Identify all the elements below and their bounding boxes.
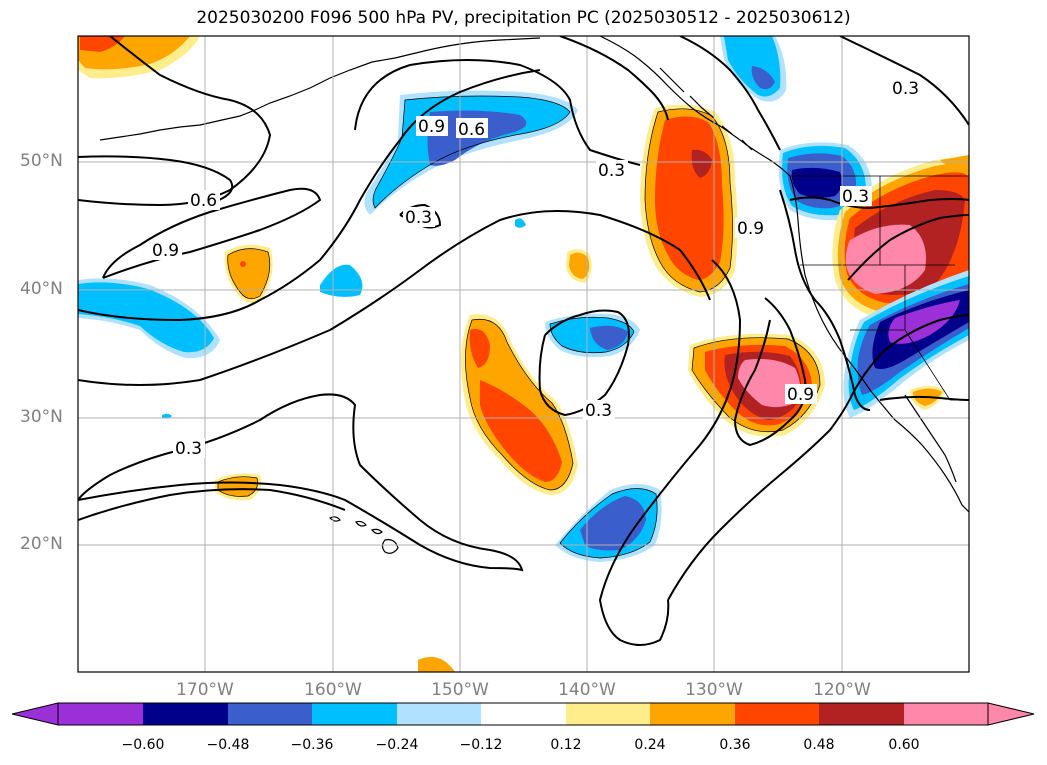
contour-label: 0.6	[190, 191, 217, 211]
contour-label: 0.9	[418, 117, 445, 137]
colorbar-tick: −0.12	[459, 737, 503, 753]
colorbar-swatch	[397, 703, 481, 725]
colorbar-swatch	[650, 703, 735, 725]
lon-label: 140°W	[558, 680, 616, 700]
colorbar-swatch	[58, 703, 143, 725]
lon-label: 130°W	[685, 680, 743, 700]
lat-label: 50°N	[20, 151, 63, 171]
colorbar-swatch	[481, 703, 566, 725]
colorbar-swatches	[58, 703, 988, 725]
contour-label: 0.3	[842, 187, 869, 207]
colorbar-extend-high	[987, 702, 1035, 726]
figure-title: 2025030200 F096 500 hPa PV, precipitatio…	[196, 8, 851, 28]
lat-label: 40°N	[20, 279, 63, 299]
colorbar-tick: 0.12	[550, 737, 582, 753]
contour-label: 0.6	[458, 120, 485, 140]
colorbar-tick: −0.60	[121, 737, 165, 753]
colorbar	[11, 702, 1035, 726]
contour-label: 0.3	[892, 79, 919, 99]
colorbar-swatch	[143, 703, 228, 725]
colorbar-swatch	[819, 703, 904, 725]
contour-label: 0.9	[737, 219, 764, 239]
colorbar-tick: −0.36	[290, 737, 334, 753]
colorbar-frame	[57, 702, 989, 726]
lon-label: 150°W	[431, 680, 489, 700]
contour-label: 0.3	[585, 401, 612, 421]
lon-label: 170°W	[176, 680, 234, 700]
graticule	[78, 36, 969, 672]
map-border	[77, 35, 970, 673]
pv-contour-labels: 0.9 0.6 0.3 0.6 0.9 0.3 0.9 0.3 0.3 0.9 …	[150, 78, 922, 459]
contour-label: 0.9	[152, 241, 179, 261]
colorbar-tick: 0.60	[888, 737, 920, 753]
colorbar-swatch	[566, 703, 650, 725]
colorbar-swatch	[228, 703, 312, 725]
contour-label: 0.3	[175, 439, 202, 459]
lat-label: 20°N	[20, 534, 63, 554]
lat-label: 30°N	[20, 407, 63, 427]
colorbar-extend-low	[11, 702, 59, 726]
lon-label: 120°W	[813, 680, 871, 700]
border-layer	[790, 175, 969, 401]
contour-label: 0.3	[598, 161, 625, 181]
contour-label: 0.9	[787, 385, 814, 405]
colorbar-swatch	[904, 703, 988, 725]
colorbar-tick: 0.24	[634, 737, 666, 753]
map-frame	[78, 36, 969, 672]
colorbar-tick: −0.48	[206, 737, 250, 753]
colorbar-tick: 0.36	[719, 737, 751, 753]
lon-label: 160°W	[304, 680, 362, 700]
pv-contour-layer	[78, 36, 969, 646]
colorbar-swatch	[735, 703, 819, 725]
colorbar-swatch	[312, 703, 397, 725]
colorbar-tick: −0.24	[375, 737, 419, 753]
contour-label: 0.3	[405, 208, 432, 228]
colorbar-tick: 0.48	[803, 737, 835, 753]
